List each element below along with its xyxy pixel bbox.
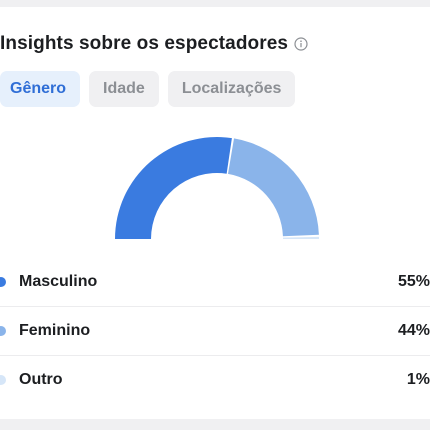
page-title: Insights sobre os espectadores [0, 33, 289, 54]
donut-slice-outro[interactable] [282, 236, 319, 239]
legend-label: Masculino [19, 273, 98, 290]
legend-dot-masculino [0, 277, 6, 287]
legend-row-masculino: Masculino 55% [0, 258, 430, 307]
legend-dot-feminino [0, 326, 6, 336]
legend-label: Feminino [19, 322, 91, 339]
donut-slice-masculino[interactable] [115, 137, 232, 239]
info-icon[interactable] [294, 37, 308, 51]
legend-label: Outro [19, 371, 63, 388]
legend-value: 44% [397, 322, 430, 339]
tab-idade[interactable]: Idade [89, 71, 159, 107]
legend-value: 55% [397, 273, 430, 290]
donut-slice-feminino[interactable] [228, 138, 319, 237]
gender-donut-chart [115, 137, 319, 239]
insight-tabs: Gênero Idade Localizações [0, 71, 296, 107]
tab-localizacoes[interactable]: Localizações [167, 71, 296, 107]
legend-dot-outro [0, 375, 6, 385]
gender-legend: Masculino 55% Feminino 44% Outro 1% [0, 258, 430, 404]
legend-value: 1% [406, 371, 430, 388]
legend-row-feminino: Feminino 44% [0, 307, 430, 356]
tab-genero[interactable]: Gênero [0, 71, 81, 107]
legend-row-outro: Outro 1% [0, 356, 430, 404]
insights-header: Insights sobre os espectadores [0, 32, 308, 56]
